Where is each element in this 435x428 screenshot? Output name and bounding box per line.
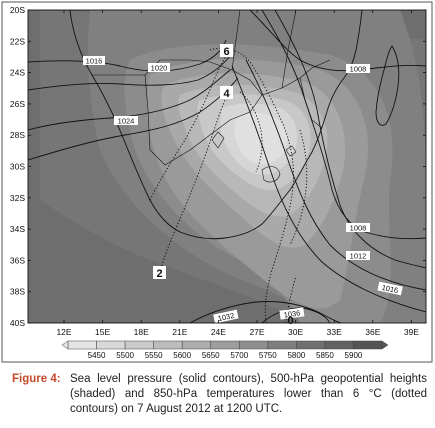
lat-tick-label: 22S [10,36,25,46]
lon-tick-label: 27E [249,327,264,337]
lat-tick-label: 32S [10,193,25,203]
temperature-label: 0 [287,315,293,327]
colorbar-tick-label: 5450 [88,351,106,360]
isobar-line [274,10,426,269]
temperature-contour [149,49,233,201]
weather-map: 1016 1020 1024 1008 1008 1012 1016 1032 … [1,1,433,363]
colorbar-tick-label: 5700 [230,351,248,360]
temperature-label: 6 [223,46,229,58]
isobar-label: 1008 [350,65,367,74]
colorbar-swatch [324,340,354,350]
colorbar-swatch [153,340,183,350]
lon-tick-label: 39E [404,327,419,337]
shade-level-10 [234,112,287,165]
temperature-label: 2 [156,268,162,280]
isobar-line [28,55,231,91]
lat-tick-label: 36S [10,255,25,265]
isobar-line [28,77,239,161]
lon-tick-label: 36E [365,327,380,337]
colorbar-tick-label: 5800 [287,351,305,360]
colorbar-swatch [239,340,269,350]
colorbar-tick-label: 5900 [345,351,363,360]
lon-tick-label: 33E [327,327,342,337]
temperature-label: 4 [223,88,230,100]
lon-tick-label: 21E [172,327,187,337]
colorbar-swatch [267,340,297,350]
isobar-label: 1024 [118,117,135,126]
lat-tick-label: 38S [10,287,25,297]
colorbar-swatch [353,340,383,350]
isobar-label: 1020 [151,64,168,73]
isobar-label: 1016 [86,57,103,66]
colorbar-tick-label: 5600 [173,351,191,360]
colorbar-swatch [124,340,154,350]
isobar-label: 1012 [350,252,367,261]
isobar-line [189,301,343,323]
lat-tick-label: 30S [10,162,25,172]
isobar-line [245,59,426,291]
colorbar-swatch [296,340,326,350]
colorbar-arrow-left [61,340,69,350]
caption-label: Figure 4: [12,373,61,385]
colorbar-tick-label: 5550 [145,351,163,360]
caption-text: Sea level pressure (solid contours), 500… [70,373,427,415]
lat-tick-label: 40S [10,318,25,328]
colorbar-tick-label: 5750 [259,351,277,360]
latitude-axis: 20S 22S 24S 26S 28S 30S 32S 34S 36S 38S 40S [10,5,426,328]
temperature-labels: 6 4 2 0 [153,44,294,327]
isobar-label: 1016 [381,283,399,295]
isobar-label: 1008 [350,224,367,233]
colorbar-tick-label: 5650 [202,351,220,360]
figure-caption: Figure 4: Sea level pressure (solid cont… [12,372,427,417]
lat-tick-label: 28S [10,130,25,140]
isobar-label: 1032 [217,311,235,323]
colorbar-tick-label: 5850 [316,351,334,360]
temperature-contour [239,91,263,173]
isobar-line [249,10,426,72]
temperature-contour [209,47,295,323]
lon-tick-label: 15E [95,327,110,337]
colorbar-swatch [96,340,126,350]
colorbar-swatch [181,340,211,350]
isobars [28,10,426,323]
lat-tick-label: 20S [10,5,25,15]
isobar-label: 1036 [283,308,301,319]
lon-tick-label: 18E [134,327,149,337]
lat-tick-label: 34S [10,224,25,234]
isobar-line [231,65,426,313]
colorbar: 5450 5500 5550 5600 5650 5700 5750 5800 5850 5900 [61,340,389,360]
temperature-contour [159,81,235,273]
lon-tick-label: 24E [211,327,226,337]
lat-tick-label: 24S [10,68,25,78]
isobar-line [28,69,231,131]
isobar-line [261,10,426,240]
colorbar-swatch [210,340,240,350]
coastline [69,10,363,240]
lat-tick-label: 26S [10,99,25,109]
lon-tick-label: 12E [56,327,71,337]
colorbar-tick-label: 5500 [116,351,134,360]
lon-tick-label: 30E [288,327,303,337]
isobar-labels: 1016 1020 1024 1008 1008 1012 1016 1032 … [83,56,403,324]
colorbar-swatch [67,340,97,350]
colorbar-arrow-right [381,340,389,350]
longitude-axis: 12E 15E 18E 21E 24E 27E 30E 33E 36E 39E [56,10,419,337]
